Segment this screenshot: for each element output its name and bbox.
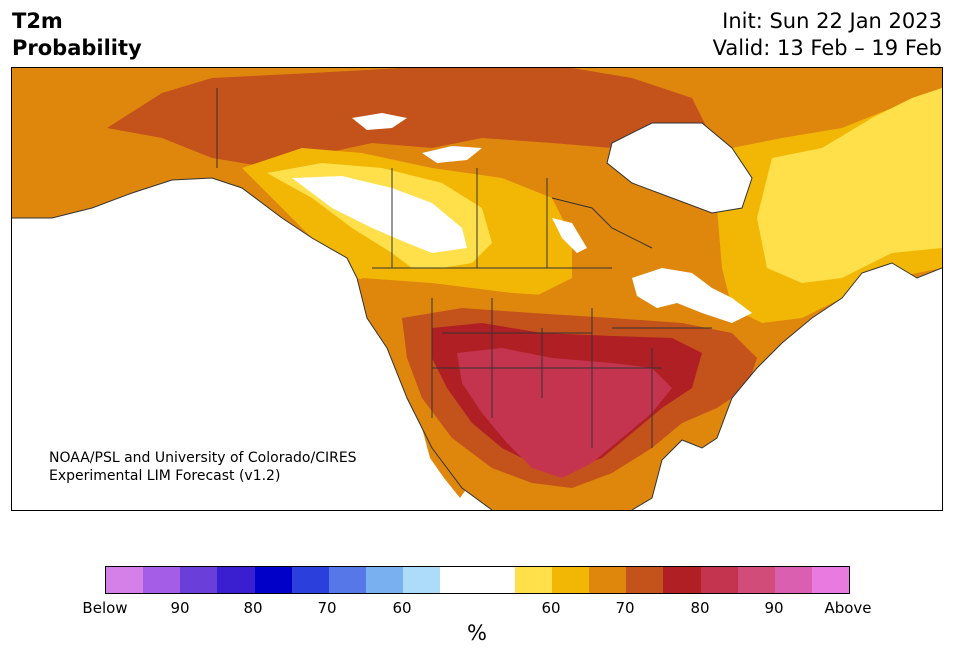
colorbar-cell [180, 567, 218, 593]
colorbar-tick-above-90: 90 [764, 599, 784, 617]
colorbar-cell [477, 567, 515, 593]
colorbar-cell [774, 567, 812, 593]
colorbar-tick-below-80: 80 [243, 599, 263, 617]
land-east-light [757, 88, 942, 283]
colorbar-tick-below-70: 70 [317, 599, 337, 617]
colorbar-cell [589, 567, 627, 593]
map-title: T2m Probability [12, 8, 142, 62]
colorbar-cell [700, 567, 738, 593]
colorbar-tick-above-60: 60 [541, 599, 561, 617]
colorbar-cell [811, 567, 850, 593]
colorbar-cell [663, 567, 701, 593]
political-boundaries [12, 88, 942, 510]
colorbar-cell [366, 567, 404, 593]
credit-line-org: NOAA/PSL and University of Colorado/CIRE… [49, 450, 357, 466]
colorbar-tick-above-80: 80 [690, 599, 710, 617]
colorbar-cell [440, 567, 478, 593]
colorbar-cell [291, 567, 329, 593]
land-us-crimson [457, 348, 672, 478]
pacific-ocean [12, 178, 492, 510]
atlantic-ocean [632, 263, 942, 510]
title-line-variable: T2m [12, 9, 63, 33]
colorbar-cell [254, 567, 292, 593]
colorbar-cell [217, 567, 255, 593]
colorbar-cell [143, 567, 181, 593]
colorbar-tick-above-70: 70 [615, 599, 635, 617]
hudson-bay [607, 123, 752, 213]
probability-map [11, 67, 943, 511]
land-white-zone [292, 176, 467, 253]
valid-date: Valid: 13 Feb – 19 Feb [712, 36, 942, 60]
colorbar-cell [551, 567, 590, 593]
colorbar-unit: % [467, 621, 487, 645]
title-line-probability: Probability [12, 36, 142, 60]
land-canada-band [107, 68, 712, 168]
colorbar-cell [403, 567, 441, 593]
init-date: Init: Sun 22 Jan 2023 [722, 9, 942, 33]
credit-line-model: Experimental LIM Forecast (v1.2) [49, 468, 281, 484]
colorbar-cell [106, 567, 144, 593]
colorbar-cell [514, 567, 552, 593]
colorbar-cell [328, 567, 367, 593]
map-svg [12, 68, 942, 510]
canadian-lakes [352, 113, 587, 253]
colorbar-tick-below: Below [82, 599, 128, 617]
map-credit: NOAA/PSL and University of Colorado/CIRE… [49, 449, 357, 485]
forecast-dates: Init: Sun 22 Jan 2023 Valid: 13 Feb – 19… [713, 8, 942, 62]
colorbar [105, 566, 850, 594]
colorbar-cell [626, 567, 664, 593]
great-lakes [632, 268, 752, 323]
colorbar-tick-below-60: 60 [392, 599, 412, 617]
colorbar-tick-above: Above [824, 599, 872, 617]
colorbar-cell [737, 567, 775, 593]
colorbar-tick-below-90: 90 [170, 599, 190, 617]
